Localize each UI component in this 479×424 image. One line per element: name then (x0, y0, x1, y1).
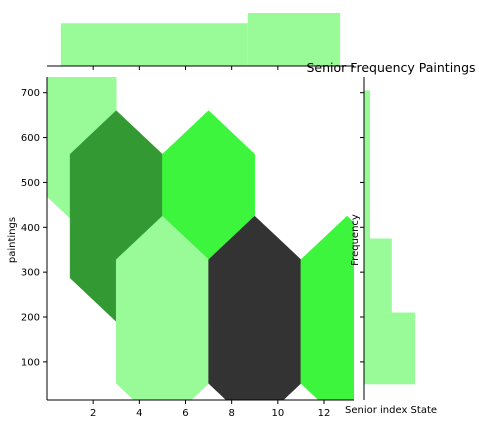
y-axis-label: paintings (7, 217, 18, 263)
x-tick-label: 12 (318, 408, 331, 419)
right-histogram-bar-1 (364, 312, 415, 385)
top-histogram-bar-2 (247, 13, 341, 66)
hexbin-layer (47, 77, 354, 400)
x-tick-label: 8 (228, 408, 234, 419)
hexbin-cell-5 (208, 215, 302, 400)
y-tick-label: 400 (21, 223, 40, 234)
y-tick-label: 500 (21, 178, 40, 189)
y-axis-ticks: 100 200 300 400 500 600 700 (21, 88, 47, 368)
x-axis-ticks: 2 4 6 8 10 12 (90, 400, 330, 419)
chart-title: Senior Frequency Paintings (306, 60, 475, 75)
y-tick-label: 100 (21, 357, 40, 368)
x-tick-label: 2 (90, 408, 96, 419)
frequency-label: Frequency (350, 214, 361, 266)
right-histogram-bar-2 (364, 238, 392, 313)
y-tick-label: 600 (21, 133, 40, 144)
x-tick-label: 6 (182, 408, 188, 419)
right-marginal-histogram (360, 90, 415, 385)
hexbin-cell-4 (115, 215, 209, 400)
top-marginal-histogram (60, 13, 341, 70)
y-tick-label: 200 (21, 313, 40, 324)
right-histogram-bar-3 (364, 90, 371, 239)
x-tick-label: 4 (136, 408, 142, 419)
x-axis-label: Senior index State (345, 405, 437, 416)
hexbin-cell-6 (300, 215, 354, 400)
y-tick-label: 700 (21, 88, 40, 99)
y-tick-label: 300 (21, 268, 40, 279)
top-histogram-bar-1 (60, 23, 248, 66)
x-tick-label: 10 (271, 408, 284, 419)
